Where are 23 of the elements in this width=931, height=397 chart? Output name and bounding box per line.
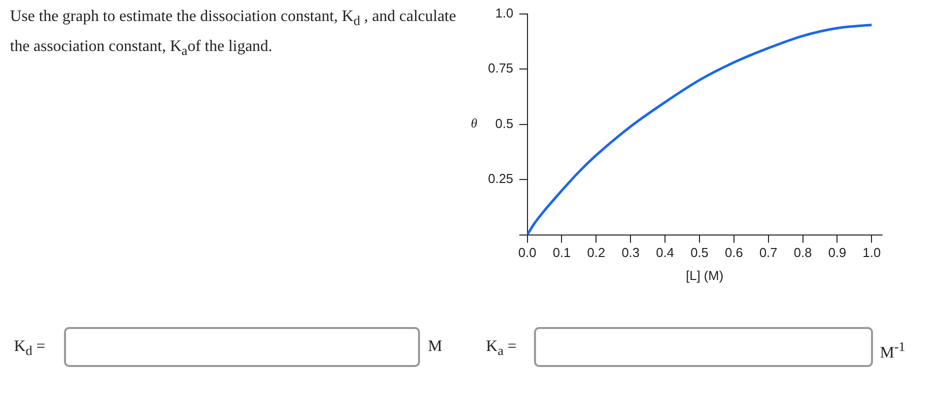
y-tick-label: 1.0 (495, 5, 514, 20)
text: K$_{d}$ = (14, 338, 46, 360)
text: K$_{a}$ = (486, 338, 517, 360)
x-tick-label: 0.6 (724, 245, 743, 260)
text: M (428, 338, 442, 356)
x-tick-label: 0.7 (759, 245, 778, 260)
line-series (527, 24, 873, 235)
x-tick-label: 0.4 (656, 245, 674, 260)
x-tick-label: 0.1 (552, 245, 571, 260)
text: M$^{-1}$ (880, 338, 906, 362)
x-tick-label: 0.8 (794, 245, 812, 260)
y-tick-label: 0.25 (488, 171, 514, 186)
y-axis-title: θ (470, 116, 478, 131)
x-axis-title: [L] (M) (686, 268, 724, 283)
x-tick-label: 0.3 (622, 245, 640, 260)
x-tick-label: 0.0 (518, 245, 536, 260)
chart-title: Use the graph to estimate the dissociation constant, K$_{d}$ , and calculate the association constant, K$_{a}$of the ligand. (10, 8, 456, 58)
x-tick-label: 0.9 (828, 245, 846, 260)
y-tick-label: 0.5 (495, 116, 514, 131)
y-tick-label: 0.75 (488, 60, 514, 76)
x-tick-label: 0.2 (587, 245, 606, 260)
x-tick-label: 1.0 (862, 245, 881, 260)
x-tick-label: 0.5 (690, 245, 709, 260)
